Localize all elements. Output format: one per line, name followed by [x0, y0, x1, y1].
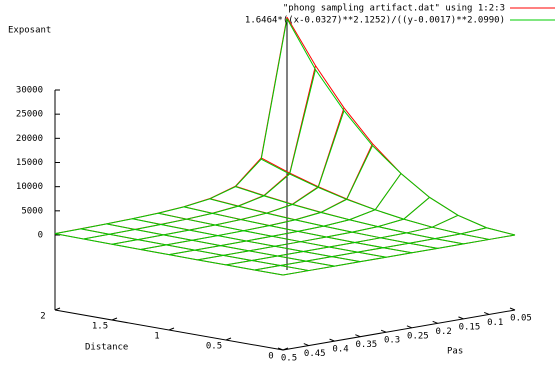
z-tick-label: 15000	[16, 158, 43, 168]
y-tick	[484, 311, 490, 315]
x-tick-label: 0.5	[206, 342, 222, 352]
y-axis-label: Pas	[447, 347, 463, 357]
surface-line	[168, 173, 402, 256]
x-tick-label: 1	[154, 332, 159, 342]
y-tick	[329, 338, 335, 342]
z-tick-label: 20000	[16, 134, 43, 144]
surface-line	[54, 233, 284, 276]
surface-line	[140, 145, 373, 250]
x-tick	[111, 317, 118, 321]
surface-line	[197, 196, 430, 261]
surface-line	[260, 158, 490, 240]
x-tick	[225, 337, 232, 341]
surface-line	[235, 186, 464, 245]
y-tick	[509, 307, 516, 311]
x-tick-label: 1.5	[92, 322, 108, 332]
z-axis-label: Exposant	[8, 26, 51, 36]
x-axis-label: Distance	[85, 343, 128, 353]
x-tick	[168, 327, 175, 331]
y-tick-label: 0.2	[436, 327, 452, 337]
y-tick-label: 0.4	[332, 345, 348, 355]
surface-line	[132, 218, 361, 263]
y-tick	[380, 329, 387, 333]
surface-line	[83, 69, 316, 240]
x-tick	[54, 307, 61, 311]
surface-line	[225, 214, 459, 266]
z-tick-label: 30000	[16, 86, 43, 96]
y-tick-label: 0.5	[281, 354, 297, 364]
z-tick-label: 5000	[21, 206, 43, 216]
surface-line	[282, 234, 516, 276]
y-tick-label: 0.05	[510, 314, 532, 324]
surface-line	[183, 206, 412, 254]
y-tick	[432, 320, 438, 324]
y-tick	[355, 334, 361, 338]
surface-line	[106, 223, 335, 267]
y-tick-label: 0.25	[407, 331, 429, 341]
z-tick-label: 25000	[16, 110, 43, 120]
y-tick-label: 0.3	[384, 336, 400, 346]
surface-line	[111, 107, 345, 245]
y-tick	[303, 343, 309, 347]
surface-line	[286, 18, 516, 236]
legend-label: 1.6464*((x-0.0327)**2.1252)/((y-0.0017)*…	[245, 16, 505, 26]
y-tick	[277, 347, 284, 351]
surface-line	[158, 212, 387, 258]
y-tick-label: 0.35	[355, 340, 377, 350]
x-tick-label: 2	[40, 312, 45, 322]
x-tick-label: 0	[268, 352, 273, 362]
surface-line	[54, 18, 288, 235]
z-tick-label: 10000	[16, 182, 43, 192]
y-tick	[406, 325, 413, 329]
y-tick-label: 0.45	[304, 349, 326, 359]
x-tick	[282, 347, 289, 351]
surface-line	[83, 65, 316, 240]
legend-label: "phong sampling artifact.dat" using 1:2:…	[283, 4, 505, 14]
surface-line	[80, 228, 309, 272]
surface-line	[254, 227, 487, 271]
y-tick-label: 0.1	[487, 318, 503, 328]
y-tick-label: 0.15	[459, 322, 481, 332]
surface-line	[286, 16, 516, 236]
surface-line	[111, 110, 345, 245]
surface-line	[209, 198, 438, 249]
z-tick-label: 0	[38, 231, 43, 241]
y-tick	[458, 316, 464, 320]
